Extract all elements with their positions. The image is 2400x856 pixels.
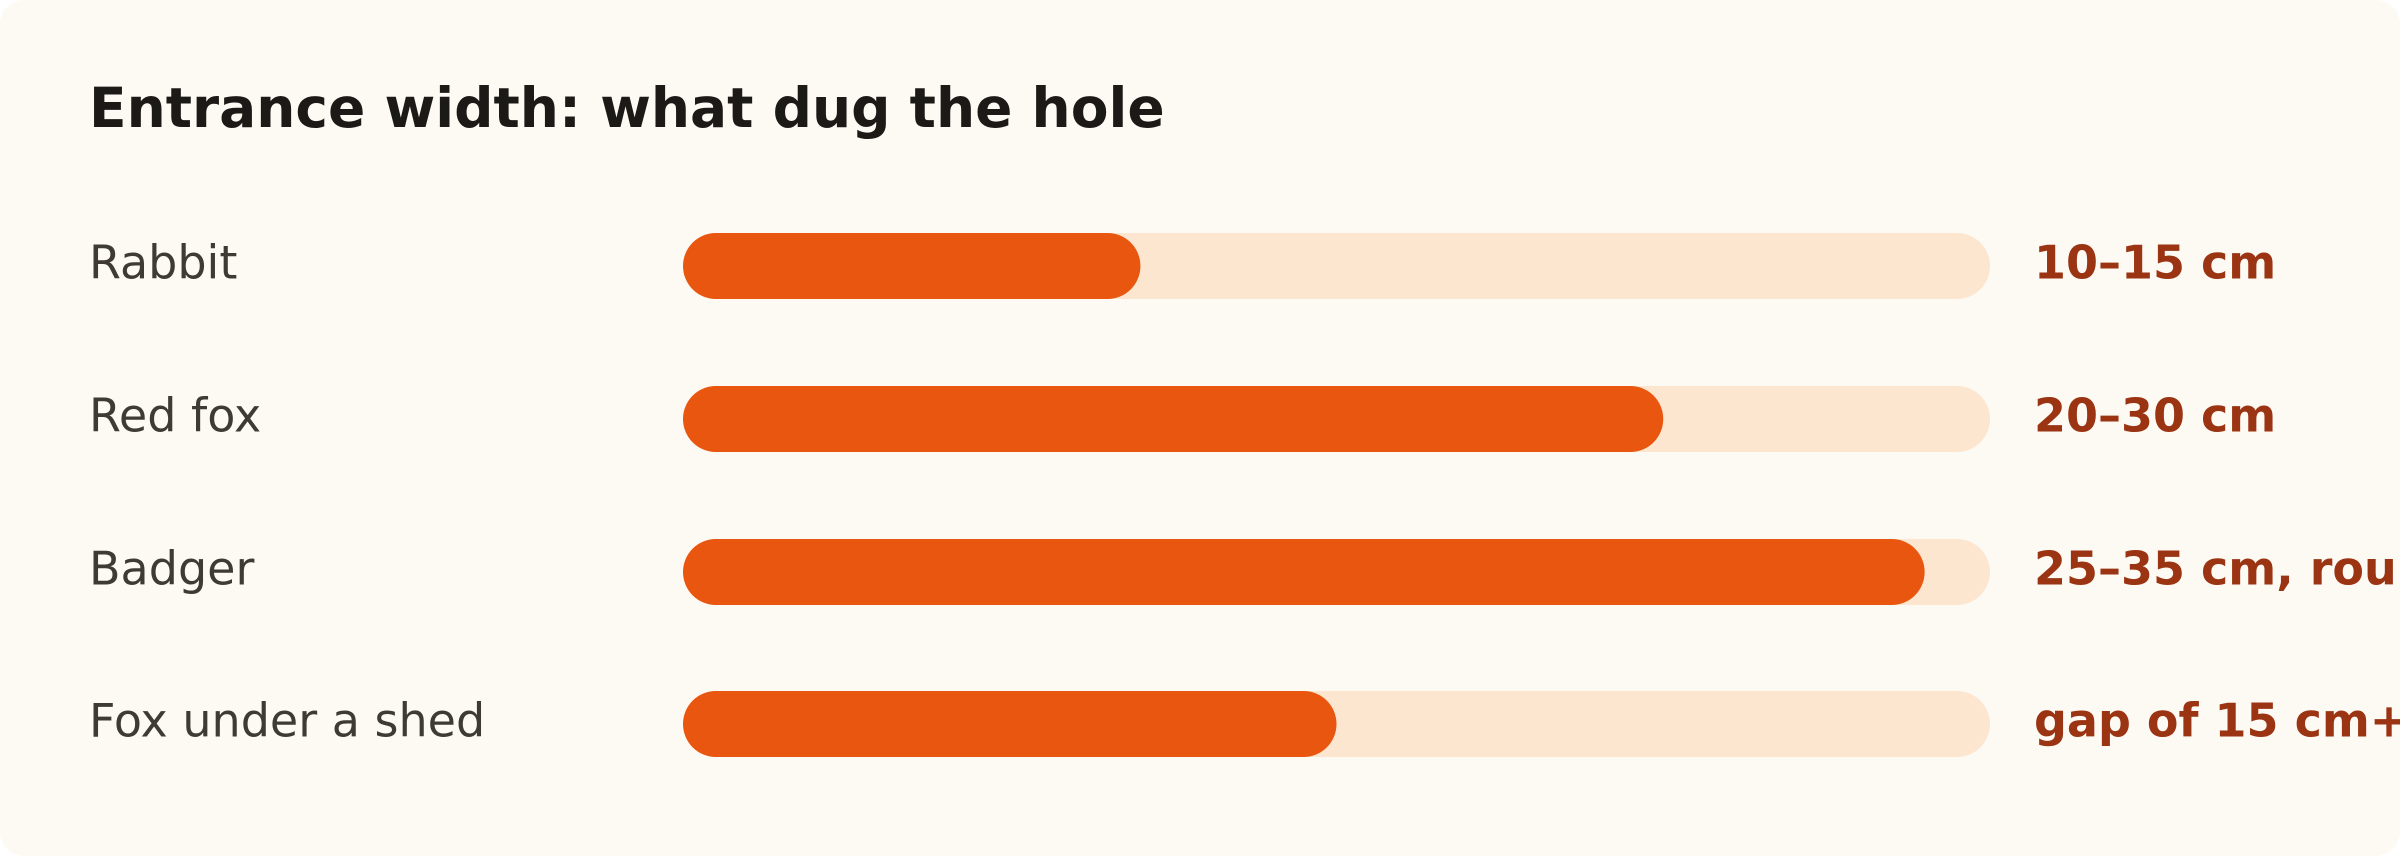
category-label: Fox under a shed	[89, 694, 485, 748]
category-label: Red fox	[89, 389, 261, 443]
range-label: 25–35 cm, rou	[2034, 542, 2397, 596]
bar	[683, 233, 1141, 299]
category-label: Rabbit	[89, 236, 237, 290]
bar	[683, 386, 1664, 452]
chart-title: Entrance width: what dug the hole	[89, 76, 1165, 140]
range-label: gap of 15 cm+	[2034, 694, 2400, 748]
category-label: Badger	[89, 542, 254, 596]
bar	[683, 539, 1925, 605]
bar	[683, 691, 1337, 757]
range-label: 20–30 cm	[2034, 389, 2276, 443]
range-label: 10–15 cm	[2034, 236, 2276, 290]
